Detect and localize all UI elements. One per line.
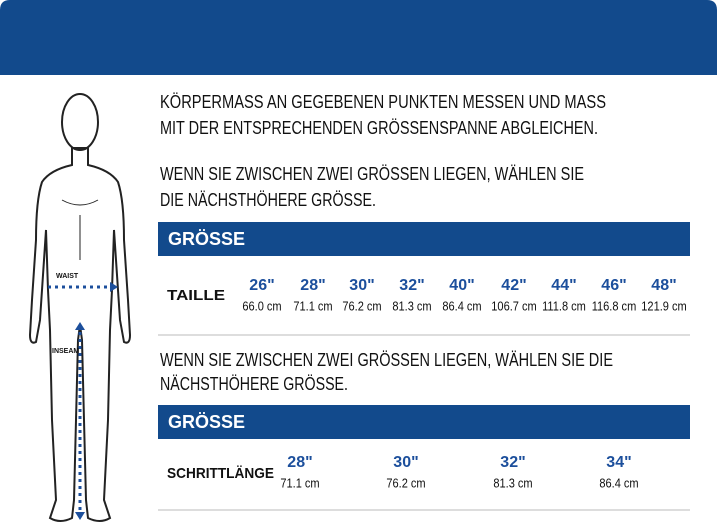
head [61,93,99,151]
size-inches: 44" [551,277,576,294]
note-line: NÄCHSTHÖHERE GRÖSSE. [160,374,348,394]
top-banner [0,0,717,75]
size-inches: 28" [300,277,325,294]
note-line: WENN SIE ZWISCHEN ZWEI GRÖSSEN LIEGEN, W… [160,164,584,184]
size-cm: 111.8 cm [542,299,586,314]
size-inches: 48" [651,277,676,294]
instruction-line: KÖRPERMASS AN GEGEBENEN PUNKTEN MESSEN U… [160,92,606,112]
size-cm: 71.1 cm [280,476,319,491]
size-inches: 28" [287,454,312,471]
waist-arrow [110,282,118,292]
size-cm: 71.1 cm [293,299,332,314]
size-inches: 30" [349,277,374,294]
header-bar [158,222,690,256]
size-inches: 34" [606,454,631,471]
header-text: GRÖSSE [168,412,245,432]
size-inches: 32" [399,277,424,294]
body-detail [61,199,99,260]
instruction-line: MIT DER ENTSPRECHENDEN GRÖSSENSPANNE ABG… [160,118,598,138]
size-inches: 42" [501,277,526,294]
note-line: WENN SIE ZWISCHEN ZWEI GRÖSSEN LIEGEN, W… [160,350,613,370]
size-cm: 81.3 cm [392,299,431,314]
note-line: DIE NÄCHSTHÖHERE GRÖSSE. [160,190,376,210]
size-cm: 116.8 cm [592,299,637,314]
size-inches: 30" [393,454,418,471]
size-cm: 86.4 cm [442,299,481,314]
size-inches: 40" [449,277,474,294]
size-cm: 106.7 cm [491,299,536,314]
size-inches: 46" [601,277,626,294]
size-cm: 121.9 cm [641,299,686,314]
size-inches: 32" [500,454,525,471]
size-cm: 66.0 cm [242,299,281,314]
row-label: TAILLE [167,287,225,304]
size-inches: 26" [249,277,274,294]
row-label: SCHRITTLÄNGE [167,465,274,482]
size-cm: 81.3 cm [493,476,532,491]
size-cm: 86.4 cm [599,476,638,491]
waist-label: WAIST [56,273,79,280]
header-bar [158,405,690,439]
size-cm: 76.2 cm [386,476,425,491]
inseam-label: INSEAM [52,348,79,355]
header-text: GRÖSSE [168,229,245,249]
size-cm: 76.2 cm [342,299,381,314]
